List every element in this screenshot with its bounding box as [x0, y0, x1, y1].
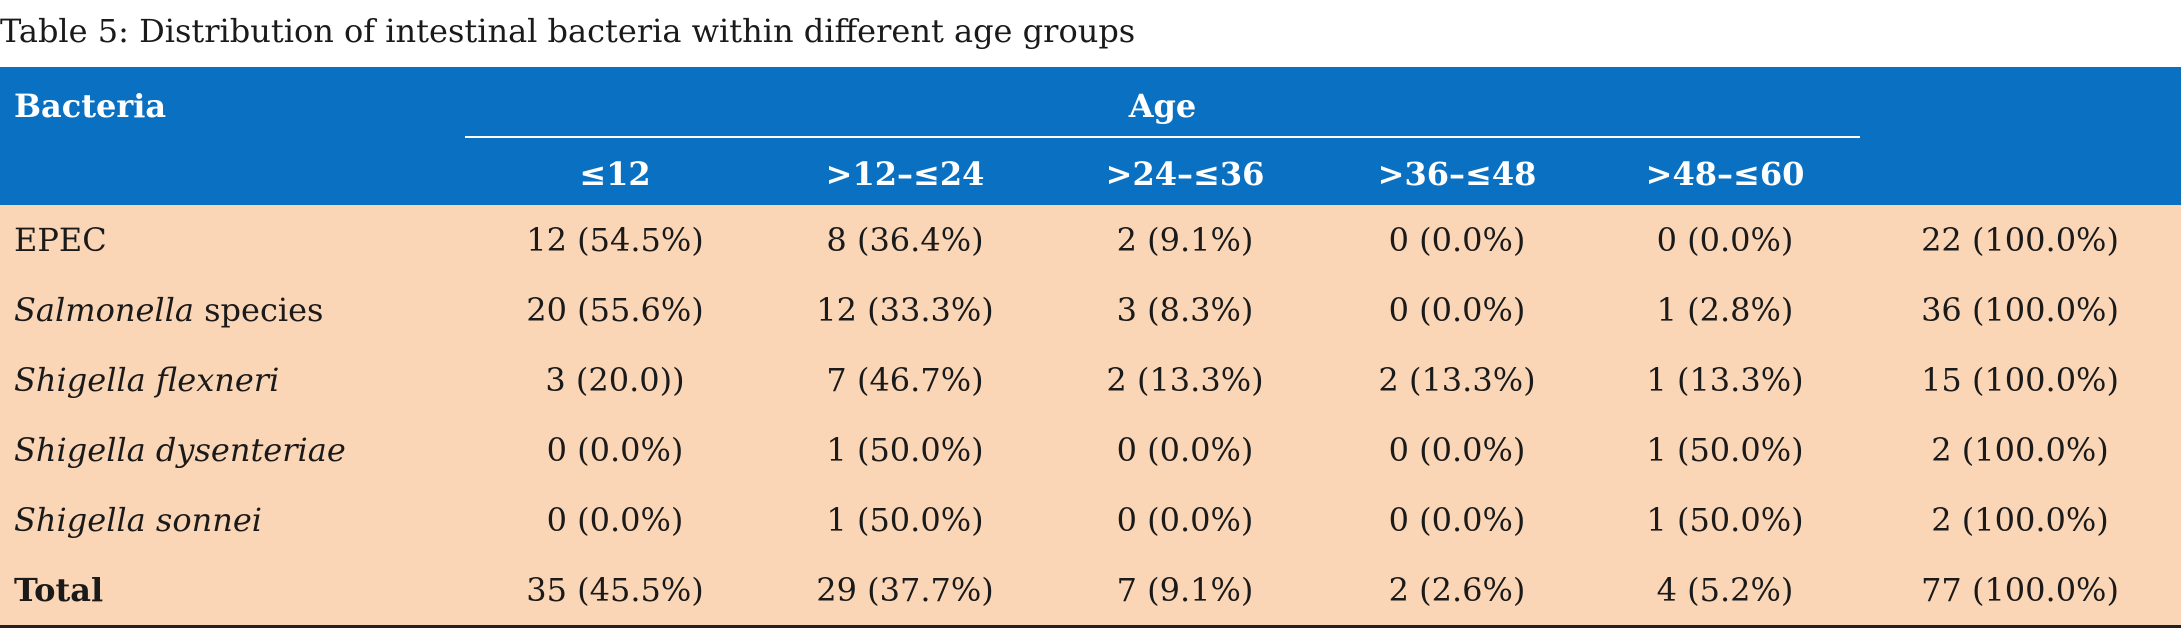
table-cell: 0 (0.0%) — [1388, 291, 1526, 329]
table-cell: 1 (2.8%) — [1656, 291, 1794, 329]
row-label-italic: Shigella sonnei — [14, 501, 262, 539]
table-cell: 1 (13.3%) — [1646, 361, 1804, 399]
table-cell: 2 (9.1%) — [1116, 221, 1254, 259]
row-label: Shigella dysenteriae — [14, 415, 454, 485]
data-table: Bacteria Age ≤12 >12–≤24 >24–≤36 >36–≤48… — [0, 67, 2181, 628]
table-cell: 12 (33.3%) — [816, 291, 994, 329]
header-age-group: >24–≤36 — [1105, 155, 1265, 193]
row-label-italic: Shigella dysenteriae — [14, 431, 346, 469]
table-cell: 0 (0.0%) — [1116, 431, 1254, 469]
row-label: Shigella flexneri — [14, 345, 454, 415]
table-cell: 0 (0.0%) — [1388, 221, 1526, 259]
total-cell: 29 (37.7%) — [816, 571, 994, 609]
table-cell: 0 (0.0%) — [1388, 501, 1526, 539]
header-age-group: ≤12 — [579, 155, 651, 193]
total-row-label: Total — [14, 571, 104, 609]
table-cell: 3 (20.0)) — [545, 361, 685, 399]
table-cell-total: 2 (100.0%) — [1931, 501, 2109, 539]
header-age-group: >48–≤60 — [1645, 155, 1805, 193]
header-age-group: >36–≤48 — [1377, 155, 1537, 193]
table-cell: 3 (8.3%) — [1116, 291, 1254, 329]
row-label: Salmonella species — [14, 275, 454, 345]
table-cell: 0 (0.0%) — [1656, 221, 1794, 259]
table-cell: 0 (0.0%) — [546, 501, 684, 539]
total-cell: 7 (9.1%) — [1116, 571, 1254, 609]
table-cell: 1 (50.0%) — [1646, 431, 1804, 469]
row-label: EPEC — [14, 205, 454, 275]
total-cell: 2 (2.6%) — [1388, 571, 1526, 609]
age-group-rule — [465, 136, 1860, 138]
table-body: EPEC 12 (54.5%) 8 (36.4%) 2 (9.1%) 0 (0.… — [0, 205, 2181, 625]
table-cell: 0 (0.0%) — [1388, 431, 1526, 469]
table-cell: 7 (46.7%) — [826, 361, 984, 399]
table-cell: 2 (13.3%) — [1106, 361, 1264, 399]
table-cell: 20 (55.6%) — [526, 291, 704, 329]
table-caption: Table 5: Distribution of intestinal bact… — [0, 12, 1136, 50]
table-cell: 1 (50.0%) — [826, 431, 984, 469]
table-cell: 0 (0.0%) — [546, 431, 684, 469]
row-label-italic: Salmonella — [14, 291, 194, 329]
table-cell-total: 15 (100.0%) — [1921, 361, 2119, 399]
total-cell-grand: 77 (100.0%) — [1921, 571, 2119, 609]
total-cell: 35 (45.5%) — [526, 571, 704, 609]
table-cell: 2 (13.3%) — [1378, 361, 1536, 399]
table-cell: 1 (50.0%) — [1646, 501, 1804, 539]
row-label: Shigella sonnei — [14, 485, 454, 555]
total-cell: 4 (5.2%) — [1656, 571, 1794, 609]
row-label-rest: species — [193, 291, 324, 329]
table-cell-total: 22 (100.0%) — [1921, 221, 2119, 259]
header-age-group: >12–≤24 — [825, 155, 985, 193]
header-age: Age — [1128, 87, 1197, 125]
table-cell-total: 2 (100.0%) — [1931, 431, 2109, 469]
row-label-italic: Shigella flexneri — [14, 361, 280, 399]
table-cell-total: 36 (100.0%) — [1921, 291, 2119, 329]
table-cell: 8 (36.4%) — [826, 221, 984, 259]
row-label-rest: EPEC — [14, 221, 107, 259]
table-bottom-rule — [0, 625, 2181, 628]
table-cell: 0 (0.0%) — [1116, 501, 1254, 539]
header-bacteria: Bacteria — [14, 87, 167, 125]
table-cell: 1 (50.0%) — [826, 501, 984, 539]
table-header: Bacteria Age ≤12 >12–≤24 >24–≤36 >36–≤48… — [0, 67, 2181, 205]
table-cell: 12 (54.5%) — [526, 221, 704, 259]
